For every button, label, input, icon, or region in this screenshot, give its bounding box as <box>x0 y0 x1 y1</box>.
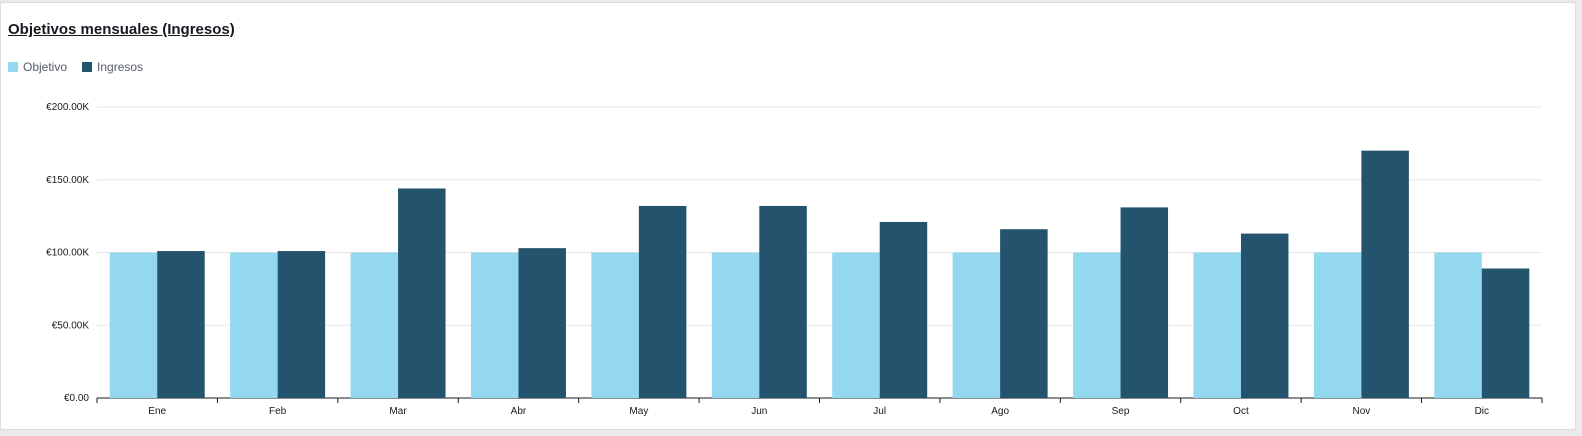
bar-ingresos-sep[interactable] <box>1120 207 1169 398</box>
chart-legend: Objetivo Ingresos <box>8 60 158 74</box>
bar-objetivo-oct[interactable] <box>1193 252 1241 399</box>
bar-objetivo-abr[interactable] <box>470 252 519 399</box>
bar-ingresos-feb[interactable] <box>277 251 326 398</box>
bar-ingresos-nov[interactable] <box>1361 150 1409 398</box>
x-tick-label: Ago <box>991 406 1009 417</box>
x-tick-label: Sep <box>1112 406 1130 417</box>
y-tick-label: €150.00K <box>46 175 89 186</box>
bar-ingresos-may[interactable] <box>638 205 687 398</box>
bar-ingresos-jul[interactable] <box>879 221 928 398</box>
legend-item-ingresos[interactable]: Ingresos <box>82 60 143 74</box>
bar-ingresos-ago[interactable] <box>1000 229 1048 398</box>
x-tick-label: Abr <box>511 406 527 417</box>
bar-ingresos-ene[interactable] <box>157 251 205 398</box>
bar-objetivo-may[interactable] <box>591 252 639 399</box>
bar-objetivo-jun[interactable] <box>711 252 760 399</box>
y-tick-label: €100.00K <box>46 248 89 259</box>
legend-swatch-objetivo <box>8 62 18 72</box>
x-tick-label: Oct <box>1233 406 1249 417</box>
x-tick-label: Feb <box>269 406 287 417</box>
bar-objetivo-mar[interactable] <box>350 252 399 399</box>
bar-objetivo-nov[interactable] <box>1313 252 1362 399</box>
x-tick-label: May <box>629 406 648 417</box>
bar-ingresos-oct[interactable] <box>1240 233 1289 398</box>
x-tick-label: Nov <box>1352 406 1370 417</box>
legend-label-ingresos: Ingresos <box>97 60 144 74</box>
y-tick-label: €50.00K <box>52 320 90 331</box>
bar-ingresos-jun[interactable] <box>759 205 807 398</box>
legend-swatch-ingresos <box>82 62 93 72</box>
bar-ingresos-abr[interactable] <box>518 248 566 398</box>
bar-objetivo-ene[interactable] <box>109 252 158 399</box>
x-tick-label: Dic <box>1475 406 1489 417</box>
legend-label-objetivo: Objetivo <box>23 60 68 74</box>
bar-objetivo-ago[interactable] <box>952 252 1001 399</box>
x-tick-label: Mar <box>389 406 407 417</box>
x-tick-label: Jun <box>751 406 767 417</box>
bar-ingresos-mar[interactable] <box>398 188 446 398</box>
bar-objetivo-dic[interactable] <box>1434 252 1482 399</box>
chart-title: Objetivos mensuales (Ingresos) <box>8 21 235 38</box>
bar-objetivo-jul[interactable] <box>832 252 880 399</box>
legend-item-objetivo[interactable]: Objetivo <box>8 60 67 74</box>
x-tick-label: Ene <box>148 406 166 417</box>
bar-objetivo-sep[interactable] <box>1073 252 1121 399</box>
bar-ingresos-dic[interactable] <box>1481 268 1530 398</box>
bar-objetivo-feb[interactable] <box>230 252 278 399</box>
x-tick-label: Jul <box>873 406 886 417</box>
y-tick-label: €0.00 <box>64 393 89 404</box>
y-tick-label: €200.00K <box>46 102 89 113</box>
